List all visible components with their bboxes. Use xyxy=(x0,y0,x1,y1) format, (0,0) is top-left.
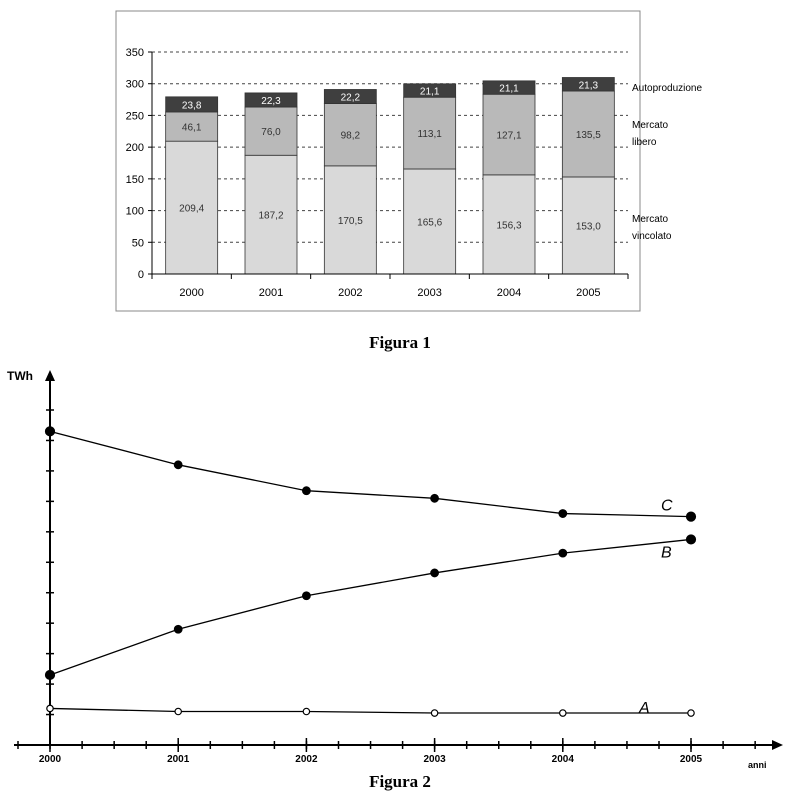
bar-value-label: 156,3 xyxy=(496,220,521,231)
bar-value-label: 165,6 xyxy=(417,217,442,228)
series-point xyxy=(685,534,697,545)
bar-value-label: 22,2 xyxy=(341,93,361,104)
bar-segment xyxy=(403,168,457,275)
x-tick-label: 2002 xyxy=(295,754,318,765)
series-point xyxy=(46,704,54,713)
x-tick-label: 2004 xyxy=(552,754,575,765)
bar-value-label: 46,1 xyxy=(182,123,202,134)
legend-label: vincolato xyxy=(632,231,672,242)
bar-value-label: 170,5 xyxy=(338,216,363,227)
y-tick-label: 200 xyxy=(126,142,144,154)
series-point xyxy=(302,486,311,496)
bar-value-label: 209,4 xyxy=(179,204,204,215)
x-tick-label: 2001 xyxy=(259,287,283,299)
series-label: C xyxy=(661,498,673,515)
x-tick-label: 2004 xyxy=(497,287,521,299)
series-point xyxy=(558,548,568,558)
x-axis-label: anni xyxy=(748,760,767,770)
bar-segment xyxy=(482,80,536,95)
bar-segment xyxy=(561,90,615,178)
series-line xyxy=(49,538,692,676)
y-tick-label: 250 xyxy=(126,110,144,122)
series-point xyxy=(430,493,440,503)
legend-label: Mercato xyxy=(632,214,669,225)
legend-label: Mercato xyxy=(632,120,669,131)
y-tick-label: 350 xyxy=(126,47,144,59)
y-axis-label: TWh xyxy=(7,369,33,383)
y-axis-arrow xyxy=(45,370,55,381)
bar-segment xyxy=(561,176,615,275)
bar-segment xyxy=(165,140,219,275)
series-line xyxy=(49,707,691,714)
bar-value-label: 21,3 xyxy=(579,80,599,91)
x-tick-label: 2002 xyxy=(338,287,362,299)
y-tick-label: 300 xyxy=(126,79,144,91)
y-tick-label: 0 xyxy=(138,269,144,281)
series-label: B xyxy=(661,544,672,561)
bar-segment xyxy=(323,165,377,275)
bar-value-label: 127,1 xyxy=(496,131,521,142)
bar-value-label: 22,3 xyxy=(261,96,281,107)
bar-segment xyxy=(403,83,457,98)
bar-segment xyxy=(165,96,219,113)
bar-segment xyxy=(244,154,298,275)
bar-segment xyxy=(244,106,298,156)
bar-value-label: 76,0 xyxy=(261,127,281,138)
figure1-chart: 209,4 46,1 23,8 187,2 76,0 22,3 170,5 98,2 22,2 1… xyxy=(115,10,702,312)
series-point xyxy=(44,426,56,437)
series-point xyxy=(173,624,183,634)
bar-segment xyxy=(323,103,377,167)
series-line xyxy=(49,430,692,518)
x-tick-label: 2000 xyxy=(39,754,62,765)
bar-segment xyxy=(323,89,377,104)
bar-segment xyxy=(482,174,536,275)
bar-value-label: 23,8 xyxy=(182,100,202,111)
series-point xyxy=(558,709,567,717)
series-point xyxy=(302,591,311,601)
figure1-caption: Figura 1 xyxy=(369,333,431,352)
y-tick-label: 100 xyxy=(126,206,144,218)
bar-segment xyxy=(561,77,615,92)
bar-segment xyxy=(244,92,298,108)
x-axis-arrow xyxy=(772,740,783,750)
bar-value-label: 153,0 xyxy=(576,221,601,232)
x-tick-label: 2000 xyxy=(179,287,203,299)
series-point xyxy=(430,709,439,717)
bar-value-label: 21,1 xyxy=(420,87,440,98)
series-point xyxy=(174,707,183,716)
bar-value-label: 135,5 xyxy=(576,130,601,141)
y-tick-label: 50 xyxy=(132,237,144,249)
x-tick-label: 2005 xyxy=(680,754,703,765)
series-point xyxy=(302,707,311,716)
figure2-caption: Figura 2 xyxy=(369,772,431,791)
legend-label: Autoproduzione xyxy=(632,83,702,94)
series-point xyxy=(173,460,183,470)
series-point xyxy=(558,509,568,518)
series-point xyxy=(44,669,56,681)
bar-value-label: 98,2 xyxy=(341,131,361,142)
series-point xyxy=(685,511,697,522)
series-point xyxy=(430,568,440,578)
bar-value-label: 113,1 xyxy=(418,129,443,140)
bar-value-label: 187,2 xyxy=(258,211,283,222)
x-tick-label: 2003 xyxy=(417,287,441,299)
x-tick-label: 2005 xyxy=(576,287,600,299)
series-label: A xyxy=(638,700,650,717)
y-tick-label: 150 xyxy=(126,174,144,186)
x-tick-label: 2003 xyxy=(423,754,446,765)
series-point xyxy=(687,709,695,717)
x-tick-label: 2001 xyxy=(167,754,190,765)
legend-label: libero xyxy=(632,137,657,148)
bar-value-label: 21,1 xyxy=(499,84,519,95)
bar-segment xyxy=(403,96,457,170)
